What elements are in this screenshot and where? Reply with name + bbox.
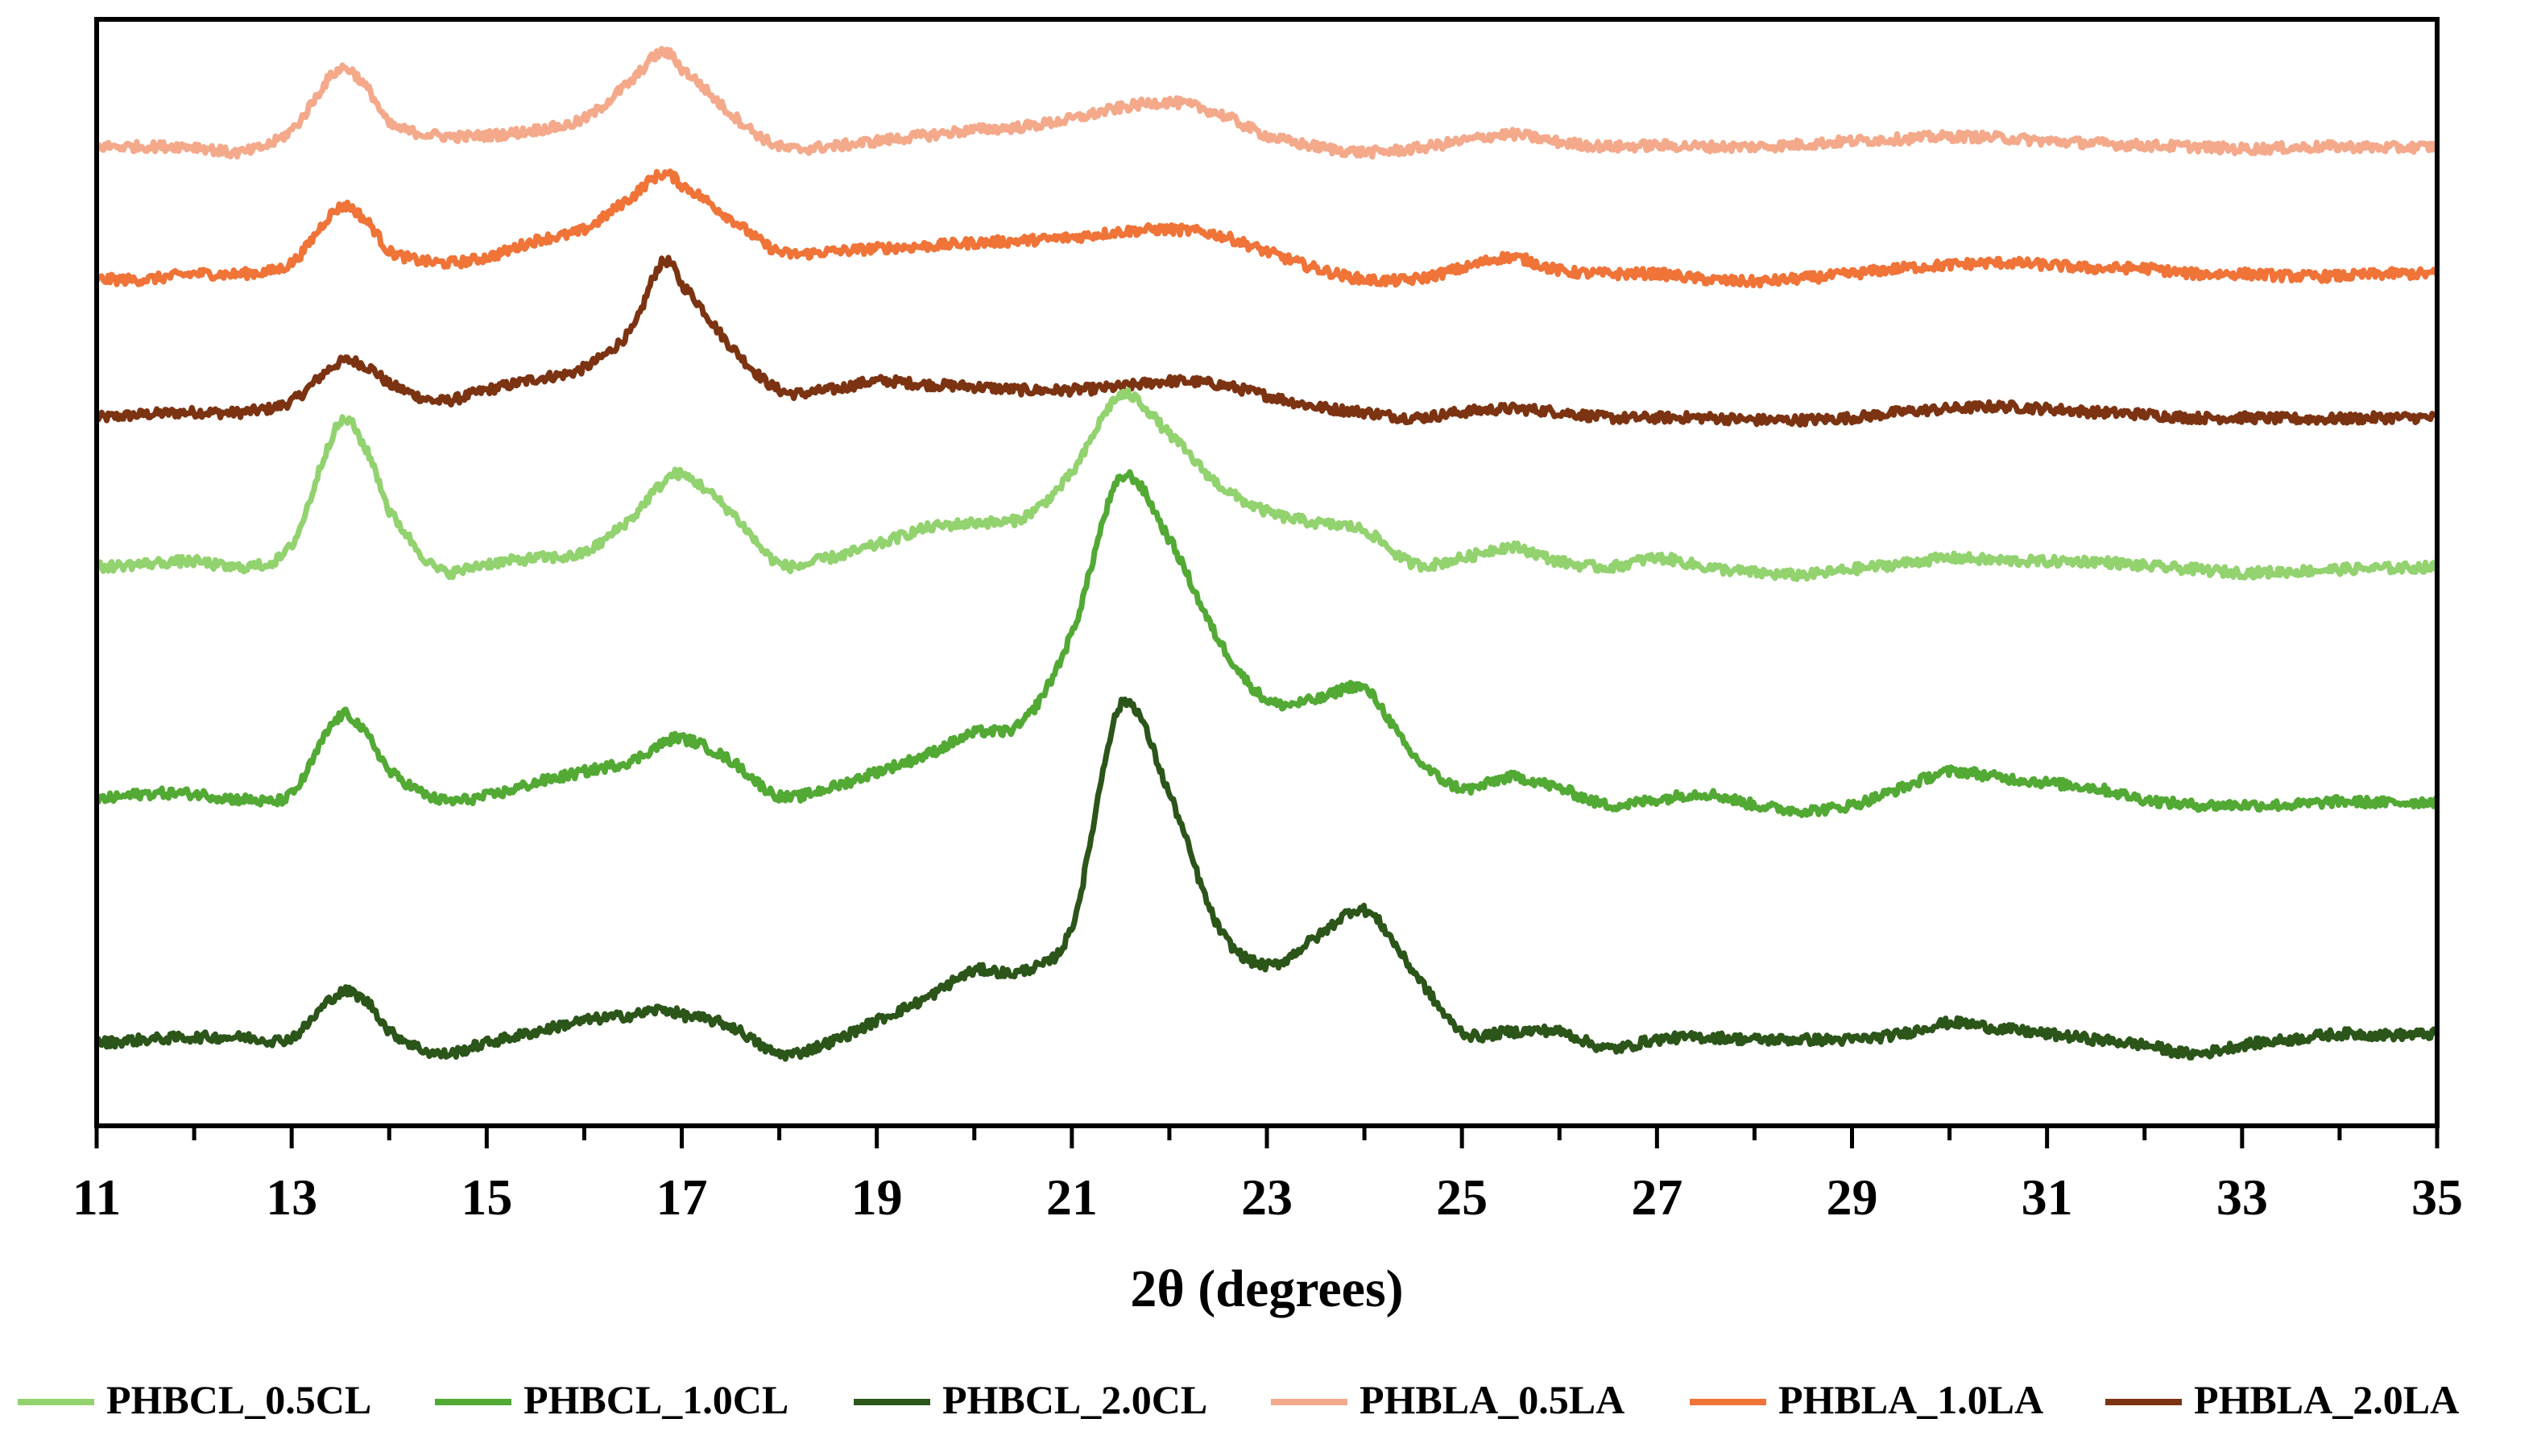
x-tick-label: 23: [1241, 1169, 1293, 1226]
legend-label: PHBLA_1.0LA: [1778, 1377, 2043, 1422]
x-tick-label: 17: [656, 1169, 708, 1226]
x-tick-label: 35: [2411, 1169, 2463, 1226]
series-line-phbcl-2-0cl: [93, 696, 2439, 1062]
legend-item: PHBLA_0.5LA: [1271, 1377, 1624, 1422]
x-tick-label: 33: [2216, 1169, 2268, 1226]
series-line-phbla-2-0la: [93, 254, 2439, 428]
legend-item: PHBLA_1.0LA: [1690, 1377, 2043, 1422]
series-line-phbla-1-0la: [93, 168, 2439, 289]
legend-label: PHBCL_2.0CL: [942, 1377, 1207, 1422]
x-axis-title: 2θ (degrees): [1130, 1260, 1403, 1318]
legend-item: PHBCL_1.0CL: [435, 1377, 788, 1422]
x-tick-label: 19: [851, 1169, 903, 1226]
series-line-phbcl-0-5cl: [93, 387, 2440, 582]
x-tick-label: 25: [1436, 1169, 1488, 1226]
series-line-phbcl-1-0cl: [93, 469, 2440, 818]
legend-label: PHBLA_0.5LA: [1360, 1377, 1624, 1422]
legend: PHBCL_0.5CL PHBCL_1.0CL PHBCL_2.0CL PHBLA_0…: [18, 1377, 2459, 1422]
legend-label: PHBLA_2.0LA: [2194, 1377, 2459, 1422]
legend-item: PHBCL_0.5CL: [18, 1377, 371, 1422]
x-axis-tick-labels: 11 13 15 17 19 21 23 25 27 29 31 33 35: [72, 1169, 2463, 1226]
legend-label: PHBCL_0.5CL: [106, 1377, 371, 1422]
legend-item: PHBLA_2.0LA: [2105, 1377, 2459, 1422]
x-axis-ticks: [94, 1126, 2440, 1148]
x-tick-label: 21: [1046, 1169, 1098, 1226]
legend-item: PHBCL_2.0CL: [854, 1377, 1207, 1422]
series-layer: [93, 46, 2440, 1062]
x-tick-label: 11: [72, 1169, 121, 1226]
x-tick-label: 27: [1631, 1169, 1682, 1226]
x-tick-label: 29: [1827, 1169, 1878, 1226]
x-tick-label: 13: [266, 1169, 317, 1226]
series-line-phbla-0-5la: [95, 46, 2440, 160]
x-tick-label: 15: [461, 1169, 512, 1226]
x-tick-label: 31: [2022, 1169, 2073, 1226]
legend-label: PHBCL_1.0CL: [524, 1377, 788, 1422]
